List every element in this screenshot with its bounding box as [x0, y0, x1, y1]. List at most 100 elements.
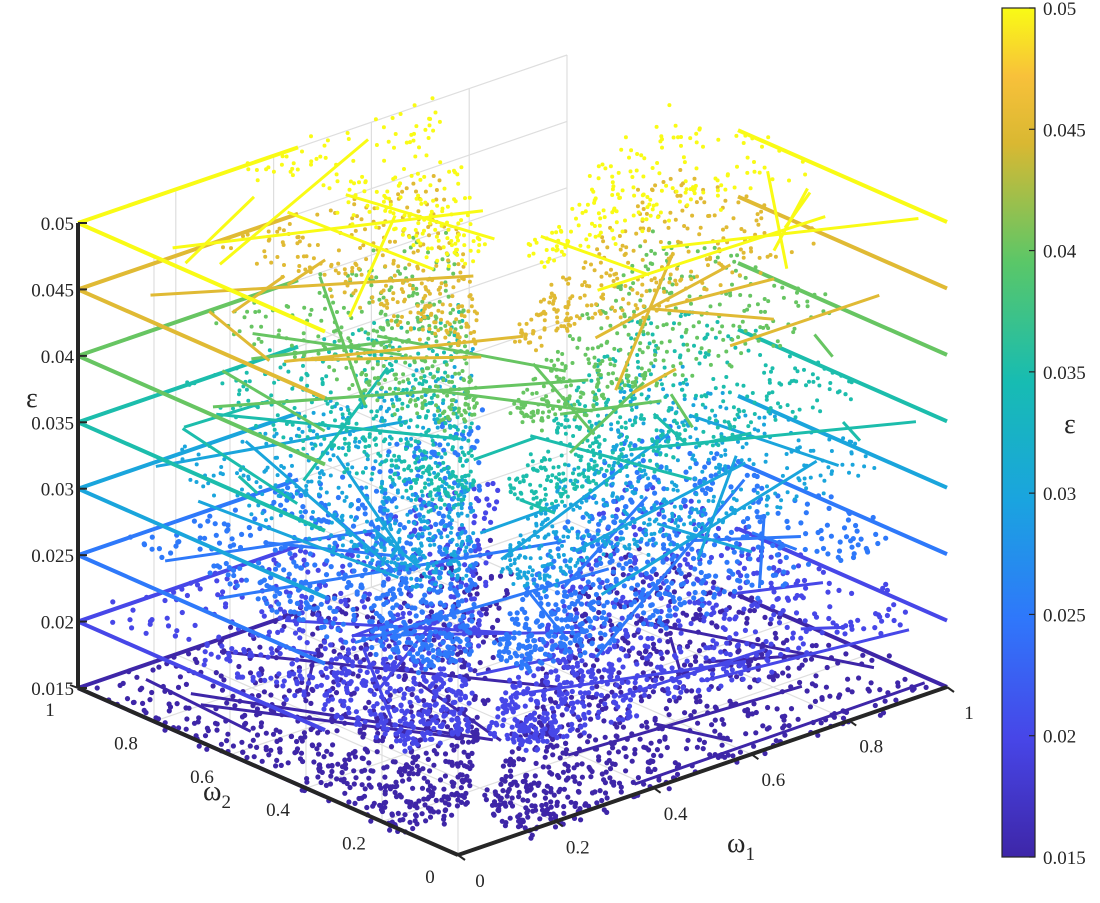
- data-point: [508, 768, 513, 773]
- data-point: [351, 524, 356, 529]
- data-point: [380, 809, 385, 814]
- data-point: [620, 595, 625, 600]
- data-point: [274, 728, 279, 733]
- data-point: [634, 713, 639, 718]
- data-point: [508, 567, 512, 571]
- data-point: [214, 670, 219, 675]
- data-point: [338, 599, 343, 604]
- data-point: [600, 771, 605, 776]
- data-point: [803, 477, 807, 481]
- data-point: [625, 488, 629, 492]
- data-point: [705, 486, 710, 491]
- data-point: [175, 701, 180, 706]
- data-point: [394, 738, 399, 743]
- data-point: [476, 498, 481, 503]
- data-point: [733, 631, 738, 636]
- data-point: [233, 508, 238, 513]
- data-point: [434, 751, 439, 756]
- data-point: [445, 724, 450, 729]
- data-point: [535, 783, 540, 788]
- data-point: [277, 746, 282, 751]
- data-point: [303, 595, 308, 600]
- data-point: [603, 735, 608, 740]
- data-point: [358, 585, 363, 590]
- data-point: [704, 704, 709, 709]
- data-point: [362, 768, 367, 773]
- data-point: [360, 502, 365, 507]
- data-point: [777, 545, 782, 550]
- data-point: [533, 726, 538, 731]
- data-point: [346, 681, 351, 686]
- data-point: [257, 645, 262, 650]
- data-point: [782, 714, 787, 719]
- data-point: [652, 503, 656, 507]
- data-point: [270, 516, 274, 520]
- data-point: [605, 795, 610, 800]
- data-point: [339, 715, 344, 720]
- data-point: [755, 604, 760, 609]
- data-point: [327, 502, 331, 506]
- data-point: [423, 818, 428, 823]
- data-point: [738, 573, 743, 578]
- data-point: [268, 748, 273, 753]
- data-point: [469, 596, 474, 601]
- data-point: [402, 749, 407, 754]
- data-point: [274, 758, 279, 763]
- data-point: [709, 555, 714, 560]
- data-point: [305, 640, 310, 645]
- data-point: [707, 601, 712, 606]
- data-point: [449, 813, 454, 818]
- data-point: [657, 592, 662, 597]
- data-point: [561, 642, 566, 647]
- data-point: [770, 543, 775, 548]
- data-point: [676, 524, 680, 528]
- data-point: [501, 717, 506, 722]
- data-point: [533, 773, 538, 778]
- data-point: [472, 544, 477, 549]
- data-point: [714, 451, 719, 456]
- data-point: [256, 671, 261, 676]
- data-point: [543, 576, 547, 580]
- data-point: [675, 518, 679, 522]
- data-point: [535, 618, 540, 623]
- data-point: [803, 547, 808, 552]
- data-point: [657, 739, 662, 744]
- data-point: [676, 458, 680, 462]
- data-point: [589, 600, 594, 605]
- data-point: [778, 652, 783, 657]
- data-point: [629, 602, 634, 607]
- data-point: [358, 660, 363, 665]
- data-point: [420, 507, 424, 511]
- data-point: [873, 703, 878, 708]
- data-point: [767, 650, 772, 655]
- data-point: [251, 678, 256, 683]
- data-point: [550, 752, 555, 757]
- data-point: [612, 604, 617, 609]
- data-point: [809, 476, 813, 480]
- data-point: [525, 651, 530, 656]
- data-point: [214, 728, 219, 733]
- data-point: [619, 519, 623, 523]
- data-point: [582, 730, 587, 735]
- data-point: [383, 657, 388, 662]
- data-point: [388, 469, 393, 474]
- data-point: [307, 673, 312, 678]
- data-point: [334, 776, 339, 781]
- data-point: [197, 744, 202, 749]
- data-point: [558, 787, 563, 792]
- data-point: [562, 553, 566, 557]
- data-point: [755, 514, 760, 519]
- data-point: [614, 734, 619, 739]
- data-point: [559, 566, 563, 570]
- data-point: [447, 622, 452, 627]
- data-point: [352, 781, 357, 786]
- data-point: [657, 615, 662, 620]
- data-point: [467, 701, 472, 706]
- data-point: [607, 674, 612, 679]
- data-point: [575, 762, 580, 767]
- data-point: [173, 544, 178, 549]
- data-point: [380, 706, 385, 711]
- data-point: [596, 532, 600, 536]
- data-point: [440, 455, 444, 459]
- data-point: [756, 677, 761, 682]
